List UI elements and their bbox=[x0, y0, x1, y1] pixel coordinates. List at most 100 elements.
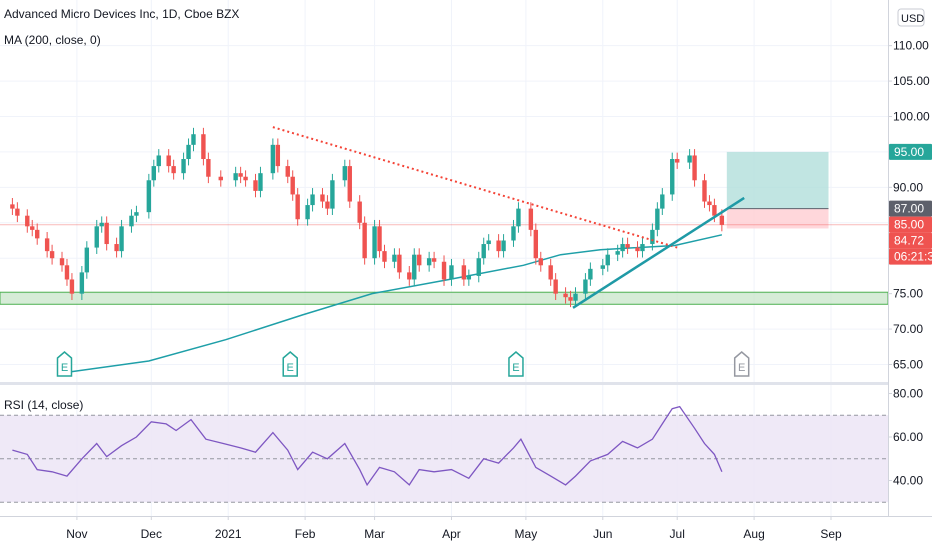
candle-body bbox=[156, 155, 161, 167]
candle-body bbox=[285, 166, 290, 177]
candle-body bbox=[655, 208, 660, 230]
candle-body bbox=[625, 244, 630, 248]
price-pane bbox=[0, 126, 888, 374]
candle-body bbox=[84, 247, 90, 273]
candle-body bbox=[320, 194, 325, 202]
candle-body bbox=[511, 226, 516, 241]
support-zone bbox=[0, 291, 888, 305]
candle-body bbox=[146, 180, 152, 213]
rsi-tick-label: 40.00 bbox=[893, 474, 923, 488]
axis-price-label-bg bbox=[889, 216, 932, 233]
candle-body bbox=[166, 155, 171, 167]
candle-body bbox=[25, 215, 30, 227]
candle-body bbox=[94, 226, 99, 248]
earnings-marker bbox=[56, 351, 73, 377]
candle-body bbox=[583, 279, 588, 294]
time-tick-label: Jul bbox=[670, 527, 685, 541]
candle-body bbox=[407, 272, 412, 280]
candle-body bbox=[151, 166, 156, 181]
currency-badge-box[interactable] bbox=[897, 8, 925, 27]
candle-body bbox=[258, 173, 263, 191]
candle-body bbox=[253, 180, 258, 191]
candle-body bbox=[476, 258, 481, 276]
price-tick-label: 90.00 bbox=[893, 180, 923, 194]
candle-body bbox=[59, 258, 65, 266]
axis-price-label-bg bbox=[889, 143, 932, 160]
candle-body bbox=[290, 176, 295, 195]
axis-price-label-text: 87.00 bbox=[894, 202, 924, 216]
rsi-tick-label: 60.00 bbox=[893, 430, 923, 444]
candle-body bbox=[431, 258, 437, 262]
candle-body bbox=[417, 254, 422, 266]
candle-body bbox=[347, 166, 352, 202]
time-tick-label: Aug bbox=[743, 527, 764, 541]
candle-body bbox=[171, 166, 176, 174]
candle-body bbox=[548, 265, 553, 280]
axis-price-label-bg bbox=[889, 248, 932, 265]
candle-body bbox=[114, 244, 119, 252]
candle-body bbox=[501, 240, 506, 252]
candle-body bbox=[206, 159, 211, 177]
candle-body bbox=[129, 215, 134, 227]
candle-body bbox=[707, 201, 712, 206]
candle-body bbox=[305, 205, 310, 220]
candles bbox=[10, 127, 725, 308]
candle-body bbox=[49, 251, 55, 259]
candle-body bbox=[461, 265, 467, 280]
candle-body bbox=[191, 134, 196, 145]
candle-body bbox=[615, 251, 620, 255]
candle-body bbox=[64, 265, 70, 280]
axis-price-label-text: 06:21:37 bbox=[894, 250, 932, 264]
earnings-marker-label: E bbox=[512, 362, 519, 374]
candle-body bbox=[412, 254, 417, 280]
candle-body bbox=[563, 293, 568, 298]
candle-body bbox=[660, 194, 665, 209]
axis-price-label: 85.00 bbox=[889, 216, 932, 233]
candle-body bbox=[382, 251, 387, 262]
candle-body bbox=[449, 265, 454, 280]
candle-body bbox=[134, 212, 139, 216]
candle-body bbox=[650, 229, 655, 245]
candle-body bbox=[568, 297, 573, 301]
currency-badge-label: USD bbox=[901, 13, 924, 25]
candle-body bbox=[426, 258, 432, 266]
axis-price-label-text: 95.00 bbox=[894, 145, 924, 159]
ma-legend: MA (200, close, 0) bbox=[4, 33, 101, 47]
price-tick-label: 110.00 bbox=[893, 39, 929, 53]
candle-body bbox=[201, 134, 206, 160]
candle-body bbox=[675, 159, 680, 163]
candle-body bbox=[573, 293, 578, 301]
pane-separator bbox=[0, 382, 888, 385]
earnings-marker bbox=[508, 351, 524, 377]
candle-body bbox=[69, 279, 75, 294]
candle-body bbox=[719, 215, 725, 225]
axis-price-label: 84.72 bbox=[889, 232, 932, 249]
candle-body bbox=[79, 272, 85, 294]
resistance-line bbox=[272, 126, 678, 249]
candle-body bbox=[186, 144, 191, 160]
candle-body bbox=[702, 180, 707, 202]
time-tick-label: Mar bbox=[364, 527, 385, 541]
candle-body bbox=[243, 176, 248, 181]
candle-body bbox=[692, 155, 697, 181]
time-tick-label: Jun bbox=[593, 527, 612, 541]
stop-zone bbox=[726, 208, 829, 229]
candle-body bbox=[377, 226, 382, 252]
candle-body bbox=[181, 159, 186, 174]
axis-price-label-bg bbox=[889, 232, 932, 249]
candle-body bbox=[99, 222, 104, 227]
candle-body bbox=[687, 155, 692, 163]
rsi-pane bbox=[0, 405, 888, 503]
earnings-marker bbox=[733, 351, 750, 377]
candle-body bbox=[392, 254, 397, 262]
currency-badge: USD bbox=[897, 8, 925, 27]
candle-body bbox=[44, 238, 50, 252]
earnings-marker-label: E bbox=[61, 362, 68, 374]
candle-body bbox=[30, 226, 35, 230]
candle-body bbox=[270, 144, 276, 174]
candle-body bbox=[441, 261, 447, 280]
candle-body bbox=[15, 208, 20, 216]
trendline bbox=[572, 196, 745, 309]
